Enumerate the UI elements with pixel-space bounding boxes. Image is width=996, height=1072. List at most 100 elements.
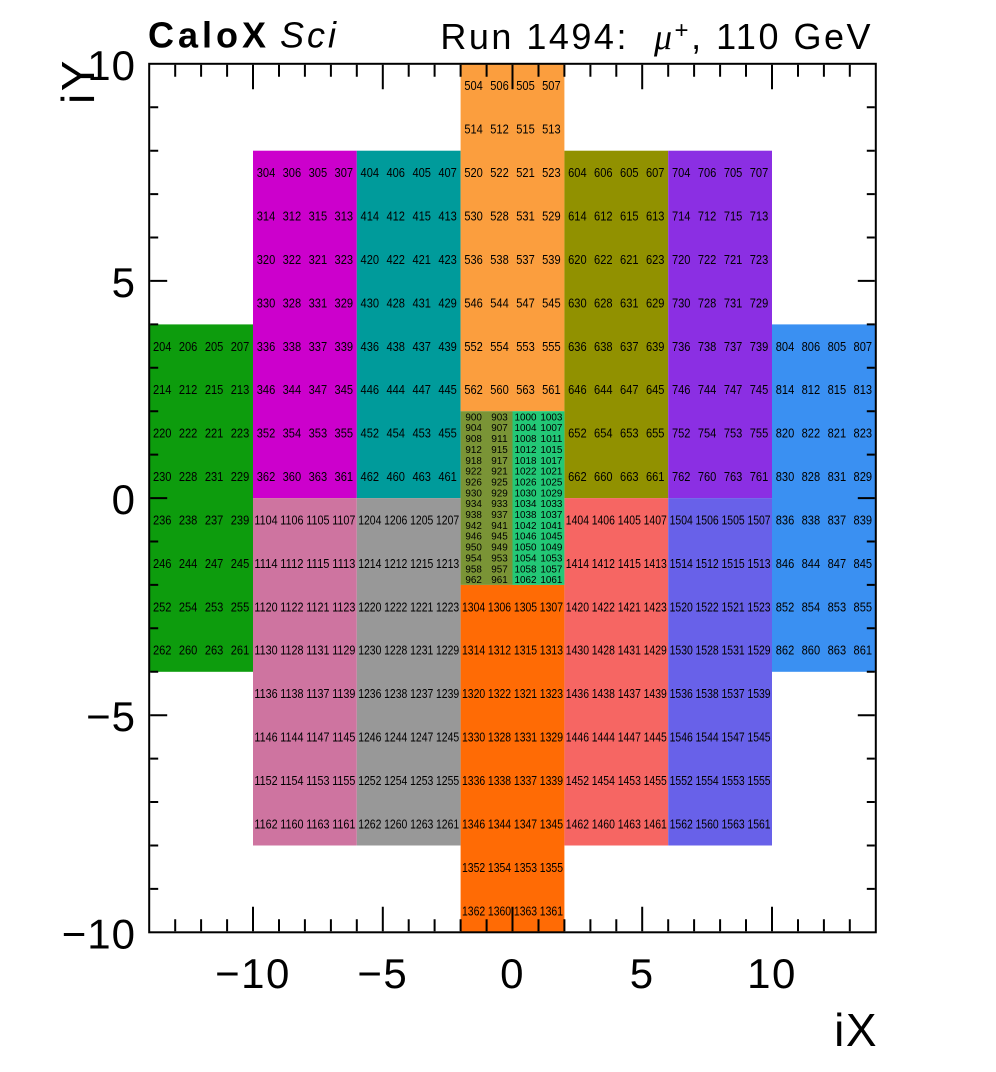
- svg-text:1136: 1136: [254, 686, 277, 701]
- svg-text:934: 934: [465, 499, 482, 510]
- svg-text:1404: 1404: [566, 513, 589, 528]
- svg-text:1413: 1413: [644, 556, 667, 571]
- svg-text:1460: 1460: [592, 816, 615, 831]
- svg-text:436: 436: [361, 339, 380, 354]
- svg-text:420: 420: [361, 252, 380, 267]
- svg-text:1421: 1421: [618, 599, 641, 614]
- svg-text:938: 938: [465, 510, 482, 521]
- svg-text:5: 5: [630, 950, 655, 997]
- svg-text:745: 745: [750, 382, 769, 397]
- svg-text:1033: 1033: [540, 499, 562, 510]
- svg-text:1363: 1363: [514, 903, 537, 918]
- svg-text:539: 539: [542, 252, 561, 267]
- svg-text:306: 306: [283, 165, 302, 180]
- svg-text:1314: 1314: [462, 643, 485, 658]
- svg-text:754: 754: [698, 426, 717, 441]
- svg-text:10: 10: [747, 950, 797, 997]
- svg-text:1447: 1447: [618, 730, 641, 745]
- svg-text:620: 620: [568, 252, 587, 267]
- svg-text:1321: 1321: [514, 686, 537, 701]
- svg-text:1037: 1037: [540, 510, 562, 521]
- svg-text:1429: 1429: [644, 643, 667, 658]
- svg-text:1361: 1361: [540, 903, 563, 918]
- svg-text:346: 346: [257, 382, 276, 397]
- svg-text:1530: 1530: [670, 643, 693, 658]
- svg-text:1034: 1034: [515, 499, 537, 510]
- svg-text:654: 654: [594, 426, 613, 441]
- svg-text:404: 404: [361, 165, 380, 180]
- svg-text:1507: 1507: [747, 513, 770, 528]
- svg-text:1153: 1153: [306, 773, 329, 788]
- svg-text:918: 918: [465, 456, 482, 467]
- svg-text:337: 337: [309, 339, 328, 354]
- svg-text:323: 323: [335, 252, 354, 267]
- svg-text:823: 823: [854, 426, 873, 441]
- svg-text:607: 607: [646, 165, 665, 180]
- svg-text:1446: 1446: [566, 730, 589, 745]
- svg-text:1513: 1513: [747, 556, 770, 571]
- svg-text:1346: 1346: [462, 816, 485, 831]
- svg-text:504: 504: [464, 78, 483, 93]
- svg-text:353: 353: [309, 426, 328, 441]
- svg-text:207: 207: [231, 339, 250, 354]
- svg-text:1563: 1563: [722, 816, 745, 831]
- svg-text:1329: 1329: [540, 730, 563, 745]
- svg-text:1520: 1520: [670, 599, 693, 614]
- svg-text:354: 354: [283, 426, 302, 441]
- svg-text:230: 230: [153, 469, 172, 484]
- svg-text:538: 538: [490, 252, 509, 267]
- svg-text:836: 836: [776, 513, 795, 528]
- svg-text:1104: 1104: [254, 513, 277, 528]
- svg-text:415: 415: [412, 209, 431, 224]
- svg-text:863: 863: [828, 643, 847, 658]
- svg-text:807: 807: [854, 339, 873, 354]
- svg-text:214: 214: [153, 382, 172, 397]
- svg-text:1552: 1552: [670, 773, 693, 788]
- svg-text:430: 430: [361, 295, 380, 310]
- svg-text:838: 838: [802, 513, 821, 528]
- svg-text:1322: 1322: [488, 686, 511, 701]
- svg-text:1428: 1428: [592, 643, 615, 658]
- svg-text:1131: 1131: [306, 643, 329, 658]
- svg-text:1344: 1344: [488, 816, 511, 831]
- svg-text:1062: 1062: [515, 575, 537, 586]
- svg-text:644: 644: [594, 382, 613, 397]
- svg-text:530: 530: [464, 209, 483, 224]
- svg-text:1115: 1115: [306, 556, 329, 571]
- svg-text:1423: 1423: [644, 599, 667, 614]
- svg-text:322: 322: [283, 252, 302, 267]
- svg-text:263: 263: [205, 643, 224, 658]
- svg-text:1352: 1352: [462, 860, 485, 875]
- svg-text:1050: 1050: [515, 543, 537, 554]
- svg-text:1018: 1018: [515, 456, 537, 467]
- svg-text:1122: 1122: [280, 599, 303, 614]
- svg-text:1555: 1555: [747, 773, 770, 788]
- svg-text:1506: 1506: [696, 513, 719, 528]
- svg-text:414: 414: [361, 209, 380, 224]
- svg-text:405: 405: [412, 165, 431, 180]
- svg-text:1528: 1528: [696, 643, 719, 658]
- svg-text:1012: 1012: [515, 445, 537, 456]
- svg-text:−10: −10: [215, 950, 291, 997]
- svg-text:663: 663: [620, 469, 639, 484]
- svg-text:363: 363: [309, 469, 328, 484]
- svg-text:212: 212: [179, 382, 198, 397]
- svg-text:1025: 1025: [540, 478, 562, 489]
- svg-text:238: 238: [179, 513, 198, 528]
- svg-text:752: 752: [672, 426, 691, 441]
- svg-text:831: 831: [828, 469, 847, 484]
- svg-text:723: 723: [750, 252, 769, 267]
- svg-text:1338: 1338: [488, 773, 511, 788]
- svg-text:1353: 1353: [514, 860, 537, 875]
- svg-text:1362: 1362: [462, 903, 485, 918]
- svg-text:204: 204: [153, 339, 172, 354]
- svg-text:1455: 1455: [644, 773, 667, 788]
- svg-text:1145: 1145: [332, 730, 355, 745]
- svg-text:1057: 1057: [540, 564, 562, 575]
- svg-text:562: 562: [464, 382, 483, 397]
- svg-text:652: 652: [568, 426, 587, 441]
- svg-text:345: 345: [335, 382, 354, 397]
- svg-text:1354: 1354: [488, 860, 511, 875]
- svg-text:962: 962: [465, 575, 482, 586]
- svg-text:1420: 1420: [566, 599, 589, 614]
